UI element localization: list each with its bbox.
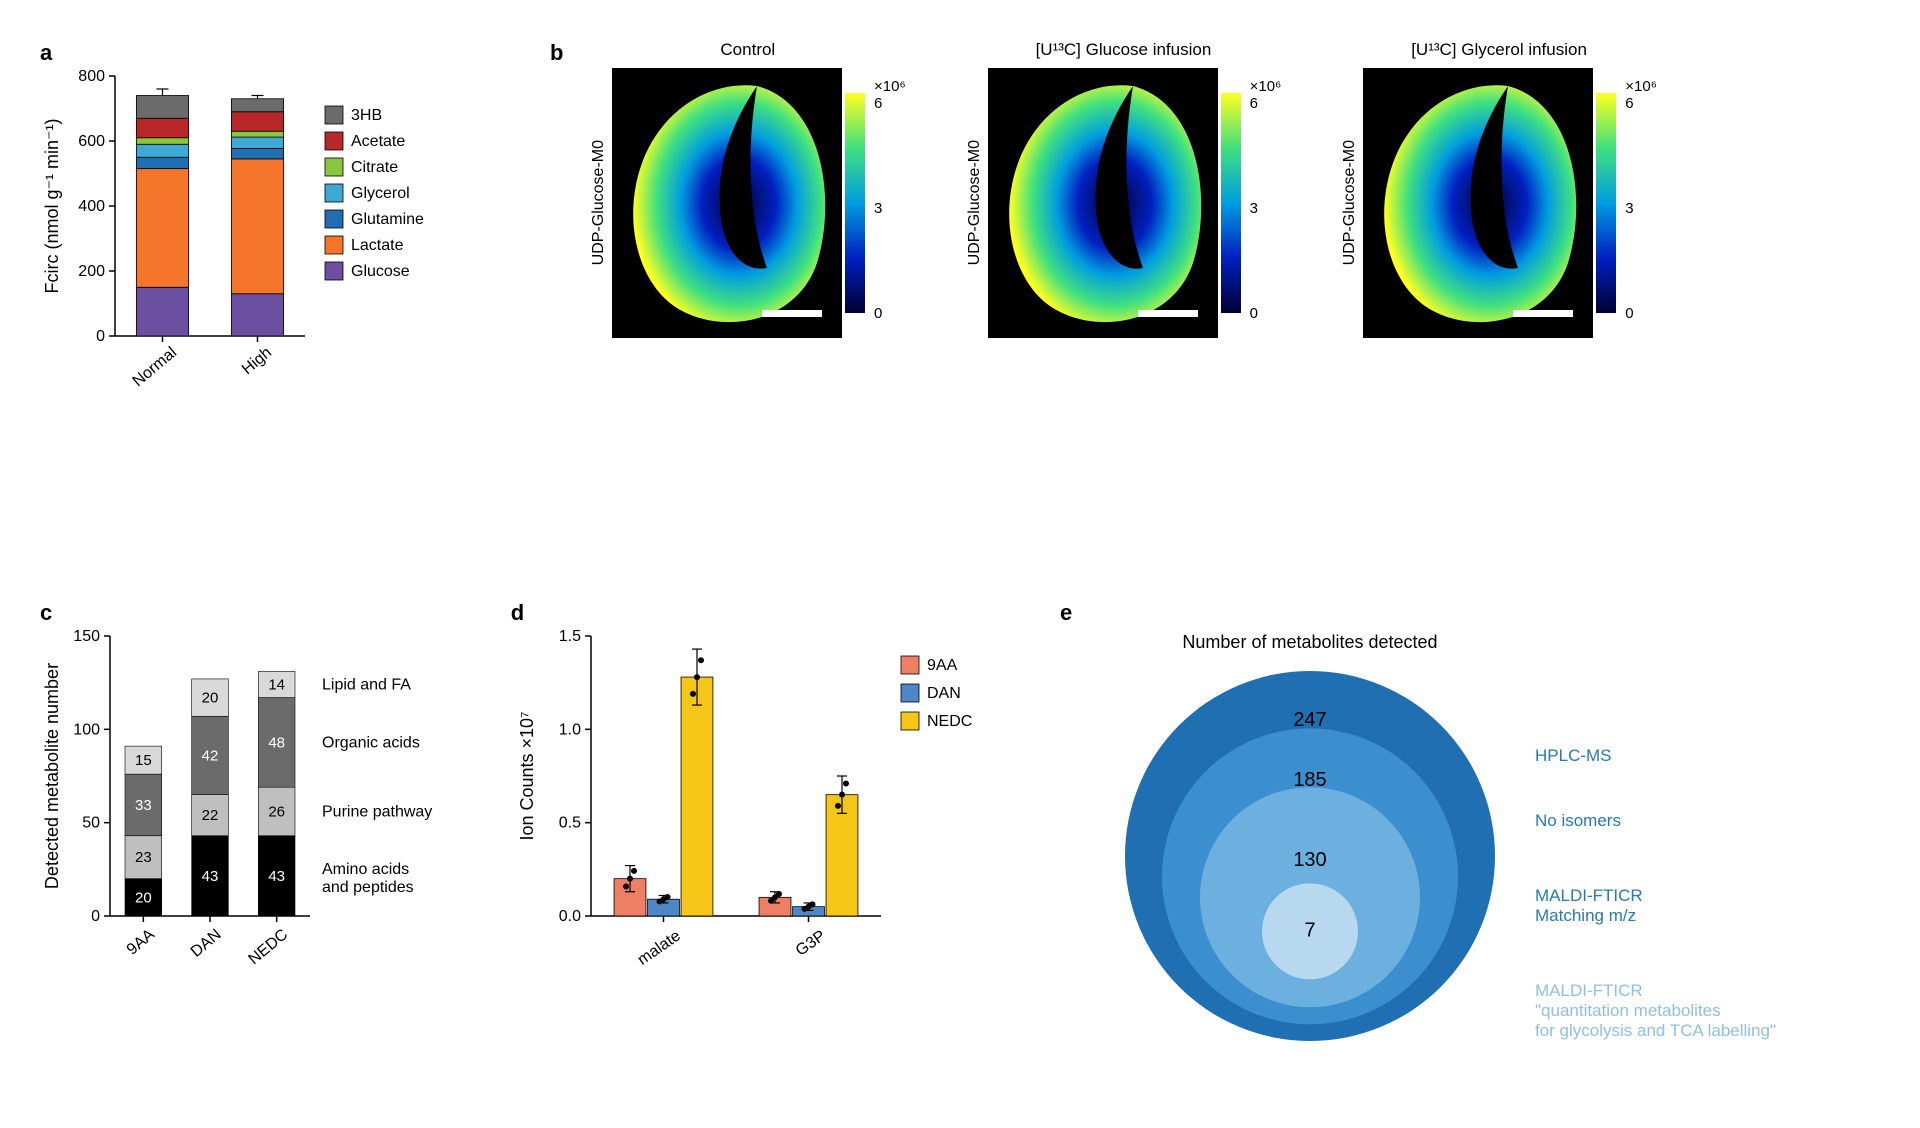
svg-text:MALDI-FTICR: MALDI-FTICR: [1535, 981, 1643, 1000]
panel-a-label: a: [40, 40, 560, 66]
svg-text:Number of metabolites detected: Number of metabolites detected: [1182, 632, 1437, 652]
svg-text:50: 50: [82, 815, 100, 832]
svg-text:22: 22: [202, 807, 219, 824]
svg-text:1.5: 1.5: [559, 628, 581, 645]
chart-c-stacked-bar: 0 50 100 150 Detected metabolite number 20 23 3…: [40, 626, 510, 1006]
svg-text:DAN: DAN: [927, 685, 961, 702]
panel-b: b ControlUDP-Glucose-M0×10⁶6 3 0[U¹³C] G…: [560, 40, 1880, 400]
svg-text:and peptides: and peptides: [322, 879, 414, 896]
panel-a: a 0 200 400 600 800 Fcirc (nmol g⁻¹ min⁻¹) Nor…: [40, 40, 560, 400]
svg-text:G3P: G3P: [793, 927, 829, 959]
svg-text:Glutamine: Glutamine: [351, 211, 424, 228]
svg-text:for glycolysis and TCA labelli: for glycolysis and TCA labelling": [1535, 1021, 1776, 1040]
svg-text:Lactate: Lactate: [351, 237, 404, 254]
svg-text:100: 100: [73, 721, 100, 738]
svg-text:0.0: 0.0: [559, 908, 581, 925]
svg-text:14: 14: [268, 677, 285, 694]
svg-text:"quantitation metabolites: "quantitation metabolites: [1535, 1001, 1721, 1020]
svg-text:Glycerol: Glycerol: [351, 185, 410, 202]
chart-a-stacked-bar: 0 200 400 600 800 Fcirc (nmol g⁻¹ min⁻¹) Norma…: [40, 66, 540, 396]
heatmap-1: [U¹³C] Glucose infusionUDP-Glucose-M0×10…: [966, 40, 1282, 338]
svg-text:DAN: DAN: [188, 926, 225, 961]
svg-text:3HB: 3HB: [351, 107, 382, 124]
heatmap-0: ControlUDP-Glucose-M0×10⁶6 3 0: [590, 40, 906, 338]
panel-c: c 0 50 100 150 Detected metabolite number 20 2…: [40, 600, 511, 1030]
svg-text:20: 20: [202, 690, 219, 707]
panel-d: d 0.0 0.5 1.0 1.5 Ion Counts ×10⁷ malate G3P 9A…: [511, 600, 1060, 1030]
svg-text:150: 150: [73, 628, 100, 645]
svg-text:7: 7: [1304, 919, 1315, 941]
svg-text:MALDI-FTICR: MALDI-FTICR: [1535, 886, 1643, 905]
svg-text:130: 130: [1293, 849, 1326, 871]
svg-text:Lipid and FA: Lipid and FA: [322, 677, 411, 694]
svg-text:9AA: 9AA: [927, 657, 958, 674]
svg-text:43: 43: [268, 868, 285, 885]
svg-text:High: High: [239, 344, 275, 378]
svg-text:20: 20: [135, 889, 152, 906]
svg-text:9AA: 9AA: [124, 926, 158, 959]
svg-text:Organic acids: Organic acids: [322, 734, 420, 751]
svg-text:185: 185: [1293, 769, 1326, 791]
svg-text:600: 600: [78, 133, 105, 150]
svg-text:No isomers: No isomers: [1535, 811, 1621, 830]
panel-d-label: d: [511, 600, 1060, 626]
svg-text:Glucose: Glucose: [351, 263, 410, 280]
chart-d-grouped-bar: 0.0 0.5 1.0 1.5 Ion Counts ×10⁷ malate G3P 9AA D…: [511, 626, 1051, 1006]
svg-text:NEDC: NEDC: [927, 713, 972, 730]
svg-text:Purine pathway: Purine pathway: [322, 803, 432, 820]
svg-text:200: 200: [78, 263, 105, 280]
svg-text:malate: malate: [634, 927, 683, 969]
svg-text:33: 33: [135, 797, 152, 814]
svg-text:0: 0: [91, 908, 100, 925]
svg-text:0: 0: [96, 328, 105, 345]
panel-b-label: b: [550, 40, 563, 66]
panel-e: e Number of metabolites detected 247 185 13…: [1060, 600, 1880, 1030]
heatmap-triptych: ControlUDP-Glucose-M0×10⁶6 3 0[U¹³C] Glu…: [590, 40, 1880, 338]
panel-c-label: c: [40, 600, 511, 626]
svg-text:42: 42: [202, 747, 219, 764]
svg-text:Normal: Normal: [130, 344, 180, 390]
svg-text:26: 26: [268, 803, 285, 820]
heatmap-2: [U¹³C] Glycerol infusionUDP-Glucose-M0×1…: [1341, 40, 1657, 338]
panel-e-label: e: [1060, 600, 1880, 626]
chart-e-nested-venn: Number of metabolites detected 247 185 130 7…: [1060, 626, 1880, 1046]
svg-text:Ion Counts ×10⁷: Ion Counts ×10⁷: [517, 711, 537, 840]
svg-text:15: 15: [135, 752, 152, 769]
svg-text:1.0: 1.0: [559, 721, 581, 738]
svg-text:Fcirc (nmol g⁻¹ min⁻¹): Fcirc (nmol g⁻¹ min⁻¹): [42, 119, 62, 294]
svg-text:0.5: 0.5: [559, 815, 581, 832]
svg-text:23: 23: [135, 849, 152, 866]
svg-text:247: 247: [1293, 709, 1326, 731]
svg-text:43: 43: [202, 868, 219, 885]
svg-text:Detected metabolite number: Detected metabolite number: [42, 663, 62, 889]
svg-text:HPLC-MS: HPLC-MS: [1535, 746, 1612, 765]
svg-text:Matching m/z: Matching m/z: [1535, 906, 1636, 925]
svg-text:Amino acids: Amino acids: [322, 861, 409, 878]
svg-text:Citrate: Citrate: [351, 159, 398, 176]
svg-text:48: 48: [268, 734, 285, 751]
svg-text:NEDC: NEDC: [246, 926, 292, 968]
svg-text:800: 800: [78, 68, 105, 85]
svg-text:Acetate: Acetate: [351, 133, 405, 150]
svg-text:400: 400: [78, 198, 105, 215]
